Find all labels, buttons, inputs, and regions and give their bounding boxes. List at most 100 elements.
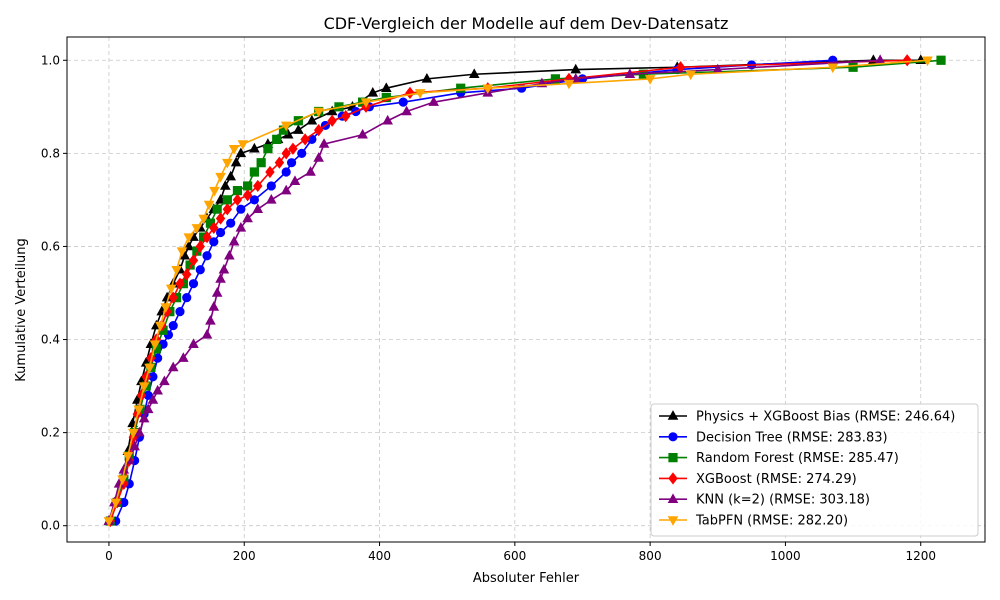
data-point — [306, 114, 318, 125]
data-point — [468, 68, 480, 78]
plot-frame — [66, 36, 986, 543]
data-point — [235, 147, 247, 158]
x-axis-label: Absoluter Fehler — [473, 571, 580, 586]
data-point — [281, 167, 291, 177]
data-point — [313, 152, 324, 162]
data-point — [300, 133, 310, 146]
legend-label: Physics + XGBoost Bias (RMSE: 246.64) — [696, 410, 955, 425]
data-point — [205, 315, 216, 325]
data-point — [159, 375, 170, 386]
data-point — [110, 498, 122, 509]
data-point — [401, 105, 412, 116]
y-tick-label: 0.0 — [41, 519, 60, 533]
data-point — [215, 273, 226, 283]
data-point — [183, 233, 195, 244]
series-layer — [103, 54, 946, 528]
data-point — [188, 279, 199, 289]
legend-label: XGBoost (RMSE: 274.29) — [696, 472, 857, 487]
data-point — [222, 195, 232, 205]
x-tick-label: 800 — [639, 549, 662, 563]
data-point — [624, 68, 636, 78]
data-point — [249, 167, 259, 177]
data-point — [357, 128, 368, 139]
data-point — [152, 384, 163, 395]
data-point — [191, 224, 203, 234]
data-point — [226, 218, 236, 228]
data-point — [211, 287, 223, 297]
data-point — [563, 79, 575, 90]
data-point — [313, 123, 324, 137]
data-point — [456, 83, 466, 93]
data-point — [129, 440, 140, 451]
data-point — [188, 338, 199, 348]
data-point — [280, 184, 292, 195]
data-point — [313, 107, 324, 118]
y-tick-label: 1.0 — [41, 53, 60, 67]
data-point — [220, 180, 231, 190]
legend-item: Physics + XGBoost Bias (RMSE: 246.64) — [659, 410, 955, 425]
data-point — [675, 61, 686, 74]
data-point — [242, 189, 253, 202]
data-point — [209, 221, 219, 234]
data-point — [228, 144, 240, 155]
data-point — [215, 212, 226, 225]
y-tick-label: 0.6 — [41, 239, 60, 253]
data-point — [133, 405, 145, 416]
data-point — [922, 56, 933, 67]
data-point — [228, 235, 240, 246]
x-tick-label: 1000 — [770, 549, 801, 563]
data-point — [122, 452, 134, 462]
data-point — [212, 204, 222, 214]
data-point — [171, 265, 182, 276]
x-tick-label: 0 — [105, 549, 113, 563]
data-point — [117, 475, 128, 486]
y-tick-label: 0.4 — [41, 333, 60, 347]
legend-marker — [667, 493, 679, 503]
data-point — [138, 412, 150, 423]
data-point — [168, 320, 178, 331]
data-point — [848, 62, 858, 72]
axis-ticks: 0 200 400 600 800 1000 1200 0.0 0.2 0.4 0.6 0.8 1.0 — [41, 53, 936, 563]
data-point — [215, 172, 226, 183]
data-point — [201, 329, 213, 339]
data-point — [253, 179, 263, 193]
data-point — [902, 54, 912, 67]
series-5 — [103, 56, 933, 527]
data-point — [209, 186, 220, 197]
data-point — [249, 195, 259, 205]
data-point — [482, 84, 494, 95]
data-point — [263, 144, 273, 154]
data-point — [160, 303, 172, 313]
data-point — [232, 193, 243, 207]
data-point — [127, 428, 139, 439]
legend: Physics + XGBoost Bias (RMSE: 246.64) Dec… — [650, 403, 979, 537]
legend-item: XGBoost (RMSE: 274.29) — [659, 472, 857, 487]
data-point — [414, 89, 426, 99]
data-point — [142, 403, 154, 414]
data-point — [266, 181, 276, 191]
y-tick-label: 0.2 — [41, 426, 60, 440]
data-point — [341, 110, 351, 123]
data-point — [236, 204, 246, 214]
data-point — [280, 121, 292, 132]
data-point — [381, 82, 392, 92]
data-point — [202, 231, 212, 244]
data-point — [288, 142, 298, 155]
legend-marker — [667, 516, 679, 526]
data-point — [178, 352, 189, 362]
series-4 — [103, 54, 886, 525]
data-point — [195, 240, 205, 253]
data-point — [243, 181, 253, 191]
data-point — [209, 237, 219, 247]
data-point — [158, 339, 168, 349]
legend-label: Decision Tree (RMSE: 283.83) — [696, 430, 888, 445]
data-point — [138, 382, 150, 392]
data-point — [274, 156, 285, 169]
legend-marker — [667, 410, 679, 420]
data-point — [218, 263, 230, 274]
data-point — [305, 166, 316, 176]
legend-item: TabPFN (RMSE: 282.20) — [659, 514, 848, 529]
data-point — [286, 158, 297, 168]
data-point — [222, 158, 233, 169]
